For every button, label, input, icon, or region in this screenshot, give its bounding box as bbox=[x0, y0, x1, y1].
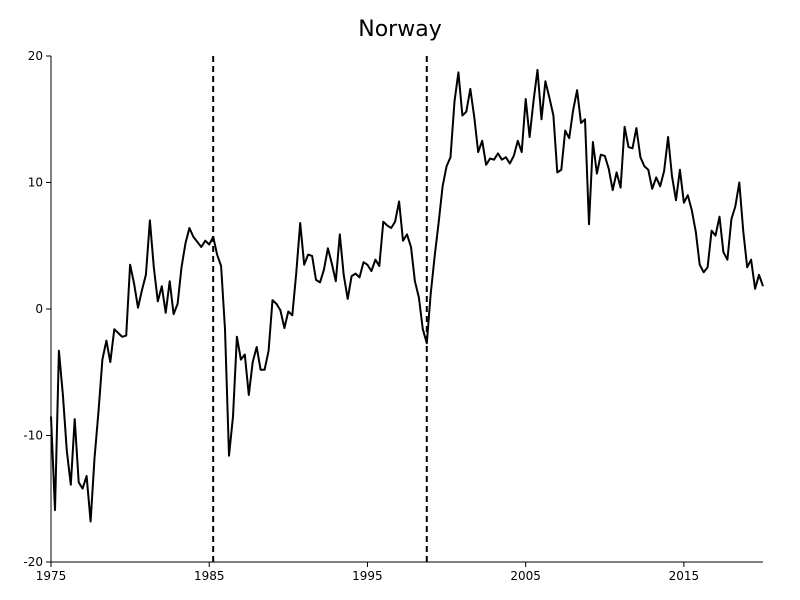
x-tick-label: 1995 bbox=[352, 569, 383, 583]
y-tick-label: -10 bbox=[23, 429, 43, 443]
vertical-reference-lines bbox=[212, 56, 428, 562]
chart-title: Norway bbox=[358, 17, 441, 42]
x-tick-label: 1975 bbox=[36, 569, 67, 583]
axes: -20 -10 0 10 20 1975 1985 1995 2005 2015 bbox=[23, 49, 763, 583]
series-line bbox=[50, 68, 764, 523]
y-tick-label: 10 bbox=[28, 176, 43, 190]
y-tick-label: -20 bbox=[23, 555, 43, 569]
series-group bbox=[50, 68, 764, 523]
x-tick-label: 2015 bbox=[669, 569, 700, 583]
x-tick-label: 2005 bbox=[510, 569, 541, 583]
y-tick-label: 0 bbox=[35, 302, 43, 316]
y-tick-label: 20 bbox=[28, 49, 43, 63]
x-tick-label: 1985 bbox=[194, 569, 225, 583]
